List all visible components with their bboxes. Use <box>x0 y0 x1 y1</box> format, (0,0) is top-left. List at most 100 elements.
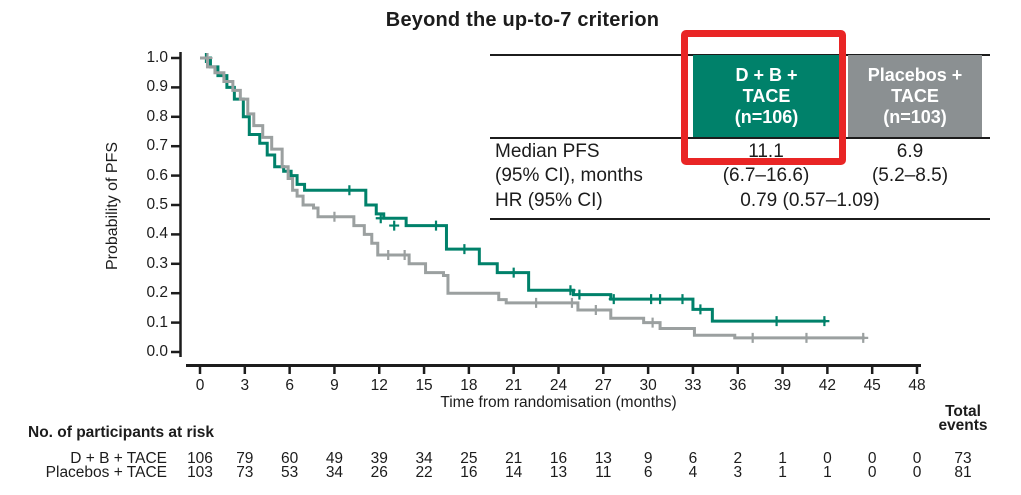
stats-header-placebo-line3: (n=103) <box>883 106 947 127</box>
x-tick-label: 9 <box>330 377 339 394</box>
stats-table-mid-rule <box>490 137 990 139</box>
x-tick-label: 3 <box>240 377 250 394</box>
censor-mark <box>608 294 619 305</box>
censor-mark <box>202 53 213 63</box>
total-events-header: Total events <box>928 403 998 434</box>
x-tick-label: 42 <box>818 377 836 394</box>
stats-header-dab-line1: D + B + <box>735 64 798 85</box>
risk-count: 6 <box>643 464 653 481</box>
censor-mark <box>565 285 576 296</box>
x-tick-label: 48 <box>908 377 926 394</box>
stats-header-dab-tace: D + B + TACE (n=106) <box>693 55 840 137</box>
median-pfs-label: Median PFS <box>495 141 600 162</box>
censor-mark <box>329 211 340 222</box>
censor-mark <box>655 294 666 305</box>
risk-count: 9 <box>643 450 653 467</box>
censor-mark <box>771 316 782 327</box>
risk-count: 49 <box>325 450 344 467</box>
x-tick-label: 15 <box>415 377 433 394</box>
y-axis-title: Probability of PFS <box>104 141 121 271</box>
risk-count: 2 <box>733 450 743 467</box>
y-tick-label: 0.6 <box>146 166 168 184</box>
risk-count: 106 <box>187 450 213 467</box>
censor-mark <box>389 220 400 231</box>
risk-count: 21 <box>505 450 523 467</box>
censor-mark <box>375 213 386 224</box>
dab-ci-value: (6.7–16.6) <box>722 165 810 186</box>
risk-count: 16 <box>549 450 568 467</box>
risk-count: 6 <box>688 450 698 467</box>
x-axis-title: Time from randomisation (months) <box>440 394 677 411</box>
censor-mark <box>646 294 657 305</box>
median-pfs-ci-label: (95% CI), months <box>495 165 643 186</box>
risk-count: 26 <box>370 464 388 481</box>
y-tick-label: 0.7 <box>146 137 168 155</box>
risk-count: 11 <box>595 464 612 481</box>
risk-count: 0 <box>867 464 877 481</box>
censor-mark <box>383 249 394 260</box>
risk-count: 34 <box>325 464 344 481</box>
risk-count: 0 <box>912 464 922 481</box>
y-tick-label: 0.0 <box>146 343 168 360</box>
risk-total-dab: 73 <box>954 450 972 467</box>
risk-count: 79 <box>236 450 254 467</box>
at-risk-header: No. of participants at risk <box>28 424 215 441</box>
x-tick-label: 6 <box>285 377 294 394</box>
risk-count: 4 <box>688 464 698 481</box>
censor-mark <box>747 332 758 343</box>
x-tick-label: 33 <box>684 377 702 394</box>
risk-count: 39 <box>370 450 388 467</box>
risk-count: 34 <box>415 450 433 467</box>
risk-count: 25 <box>460 450 478 467</box>
censor-mark <box>431 220 442 231</box>
x-tick-label: 39 <box>773 377 792 394</box>
risk-row-label-placebo: Placebos + TACE <box>45 464 167 481</box>
placebo-ci-value: (5.2–8.5) <box>871 165 949 186</box>
censor-mark <box>858 332 869 343</box>
x-tick-label: 0 <box>195 377 205 394</box>
risk-count: 1 <box>823 464 832 481</box>
censor-mark <box>647 317 658 328</box>
risk-count: 14 <box>505 464 523 481</box>
x-tick-label: 27 <box>594 377 612 394</box>
risk-count: 1 <box>778 450 787 467</box>
dab-median-value: 11.1 <box>748 141 784 162</box>
risk-total-placebo: 81 <box>954 464 972 481</box>
x-tick-label: 24 <box>549 377 568 394</box>
risk-count: 53 <box>281 464 299 481</box>
censor-mark <box>677 294 688 305</box>
stats-table-bottom-rule <box>490 218 990 220</box>
risk-count: 13 <box>594 450 612 467</box>
risk-count: 0 <box>823 450 832 467</box>
stats-header-placebo-line1: Placebos + <box>867 64 963 85</box>
x-tick-label: 18 <box>460 377 478 394</box>
x-tick-label: 45 <box>863 377 881 394</box>
risk-count: 22 <box>415 464 433 481</box>
y-tick-label: 0.9 <box>146 78 168 96</box>
y-tick-label: 0.1 <box>146 313 168 331</box>
total-events-header-line1: Total <box>945 403 981 420</box>
risk-count: 60 <box>281 450 299 467</box>
censor-mark <box>590 304 601 315</box>
y-tick-label: 1.0 <box>146 49 168 66</box>
hr-value: 0.79 (0.57–1.09) <box>740 190 880 211</box>
x-tick-label: 36 <box>729 377 747 394</box>
y-tick-label: 0.8 <box>146 107 168 125</box>
risk-count: 73 <box>236 464 254 481</box>
stats-header-placebo-tace: Placebos + TACE (n=103) <box>848 55 982 137</box>
placebo-median-value: 6.9 <box>896 141 924 162</box>
censor-mark <box>574 289 585 300</box>
risk-count: 16 <box>460 464 478 481</box>
risk-count: 13 <box>549 464 568 481</box>
red-highlight-box <box>681 30 846 165</box>
censor-mark <box>344 185 355 196</box>
risk-count: 1 <box>778 464 787 481</box>
censor-mark <box>801 332 812 343</box>
risk-count: 3 <box>733 464 743 481</box>
censor-mark <box>566 297 577 308</box>
censor-mark <box>459 244 470 255</box>
total-events-header-line2: events <box>938 417 988 434</box>
censor-mark <box>399 249 410 260</box>
